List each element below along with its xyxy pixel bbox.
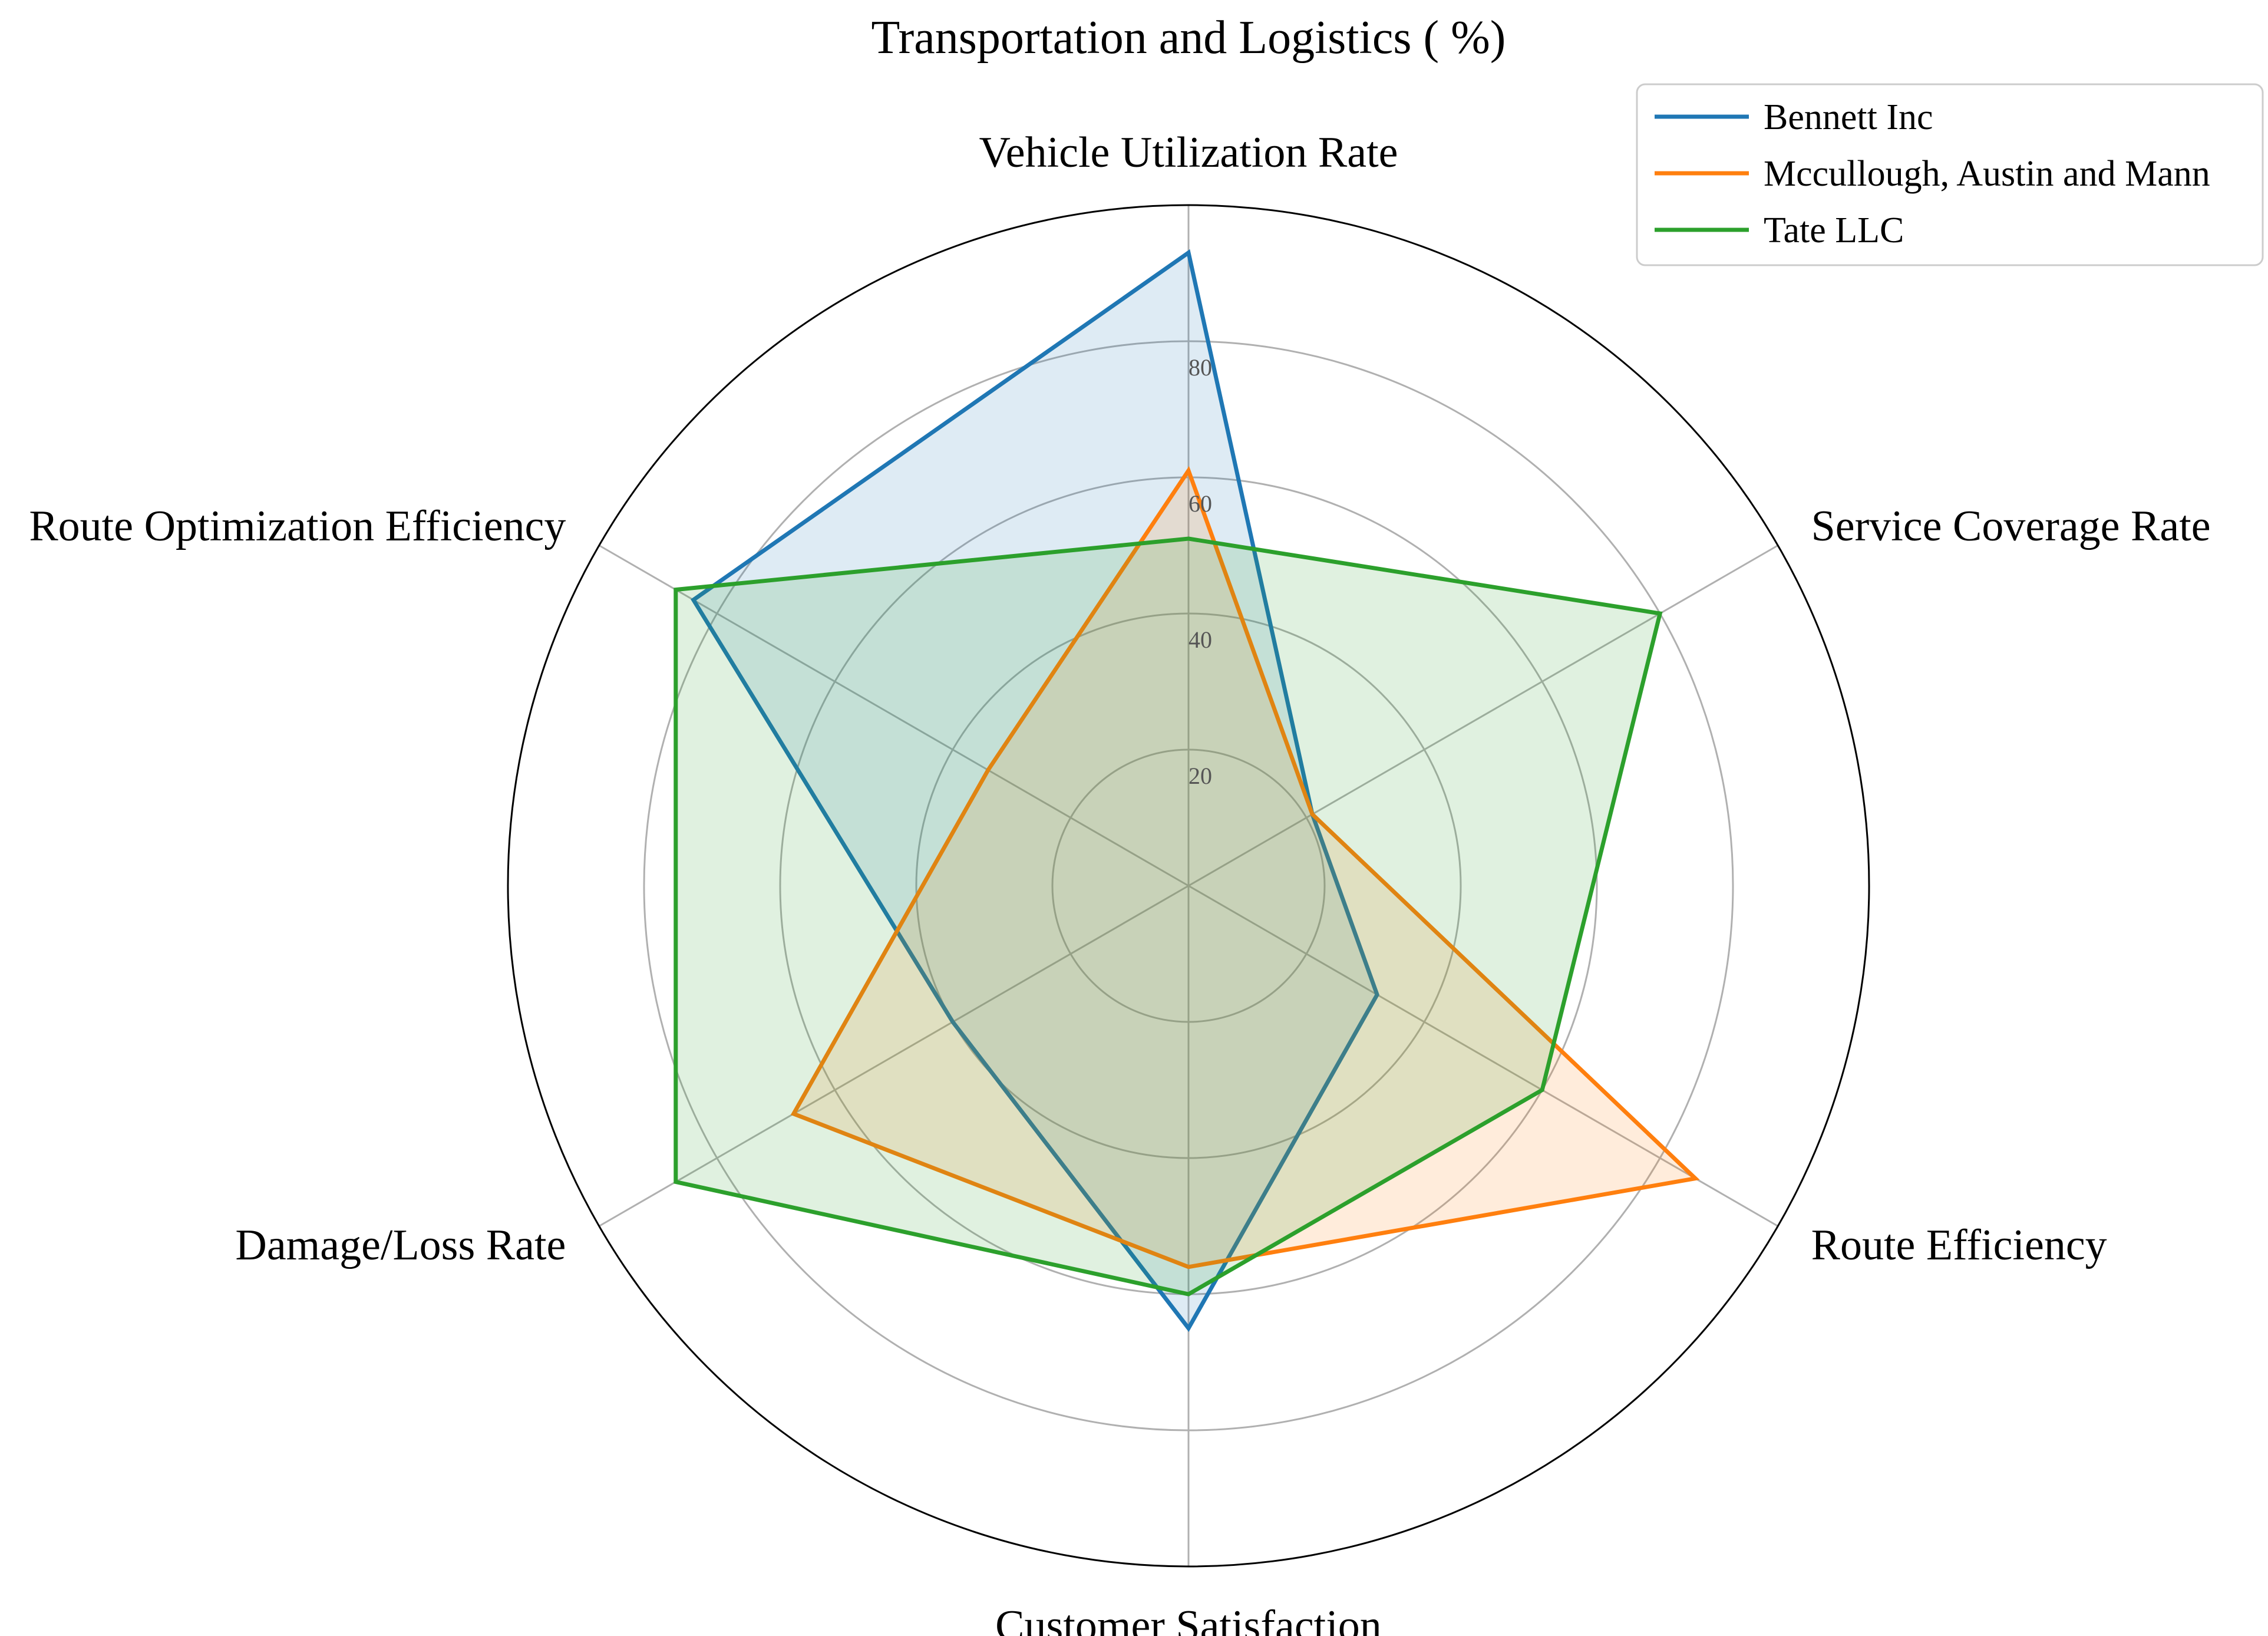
spoke-damage-loss-rate [598, 885, 1189, 1227]
axis-label-route-efficiency: Route Efficiency [1811, 1221, 2107, 1269]
series-fill-tate-llc [675, 539, 1660, 1294]
spoke-route-optimization-efficiency [598, 545, 1189, 887]
radial-grid [507, 204, 1870, 1568]
axis-label-service-coverage-rate: Service Coverage Rate [1811, 502, 2211, 550]
tick-label-20: 20 [1189, 763, 1212, 789]
tick-label-60: 60 [1189, 490, 1212, 517]
series-fill-mccullough-austin-and-mann [793, 470, 1696, 1267]
axis-labels: Vehicle Utilization Rate Service Coverage… [29, 128, 2210, 1636]
spoke-route-efficiency [1188, 885, 1779, 1227]
series-layer [674, 249, 1700, 1332]
legend-label-mccullough-austin-and-mann: Mccullough, Austin and Mann [1764, 154, 2210, 194]
series-line-tate-llc [674, 536, 1663, 1297]
tick-label-80: 80 [1189, 354, 1212, 381]
legend-box [1636, 83, 2264, 266]
legend-label-tate-llc: Tate LLC [1764, 210, 1904, 250]
axis-label-route-optimization-efficiency: Route Optimization Efficiency [29, 502, 566, 550]
axis-label-damage-loss-rate: Damage/Loss Rate [235, 1221, 566, 1269]
axis-label-customer-satisfaction: Customer Satisfaction [995, 1602, 1382, 1636]
axis-label-vehicle-utilization-rate: Vehicle Utilization Rate [979, 128, 1398, 177]
chart-title: Transportation and Logistics ( %) [871, 12, 1506, 64]
legend-label-bennett-inc: Bennett Inc [1764, 97, 1933, 137]
legend: Bennett Inc Mccullough, Austin and Mann Ta… [1636, 83, 2264, 266]
tick-labels: 20 40 60 80 [1189, 354, 1212, 789]
tick-label-40: 40 [1189, 626, 1212, 653]
outer-frame [507, 204, 1870, 1568]
series-line-mccullough-austin-and-mann [790, 466, 1700, 1269]
spoke-service-coverage-rate [1188, 545, 1779, 887]
